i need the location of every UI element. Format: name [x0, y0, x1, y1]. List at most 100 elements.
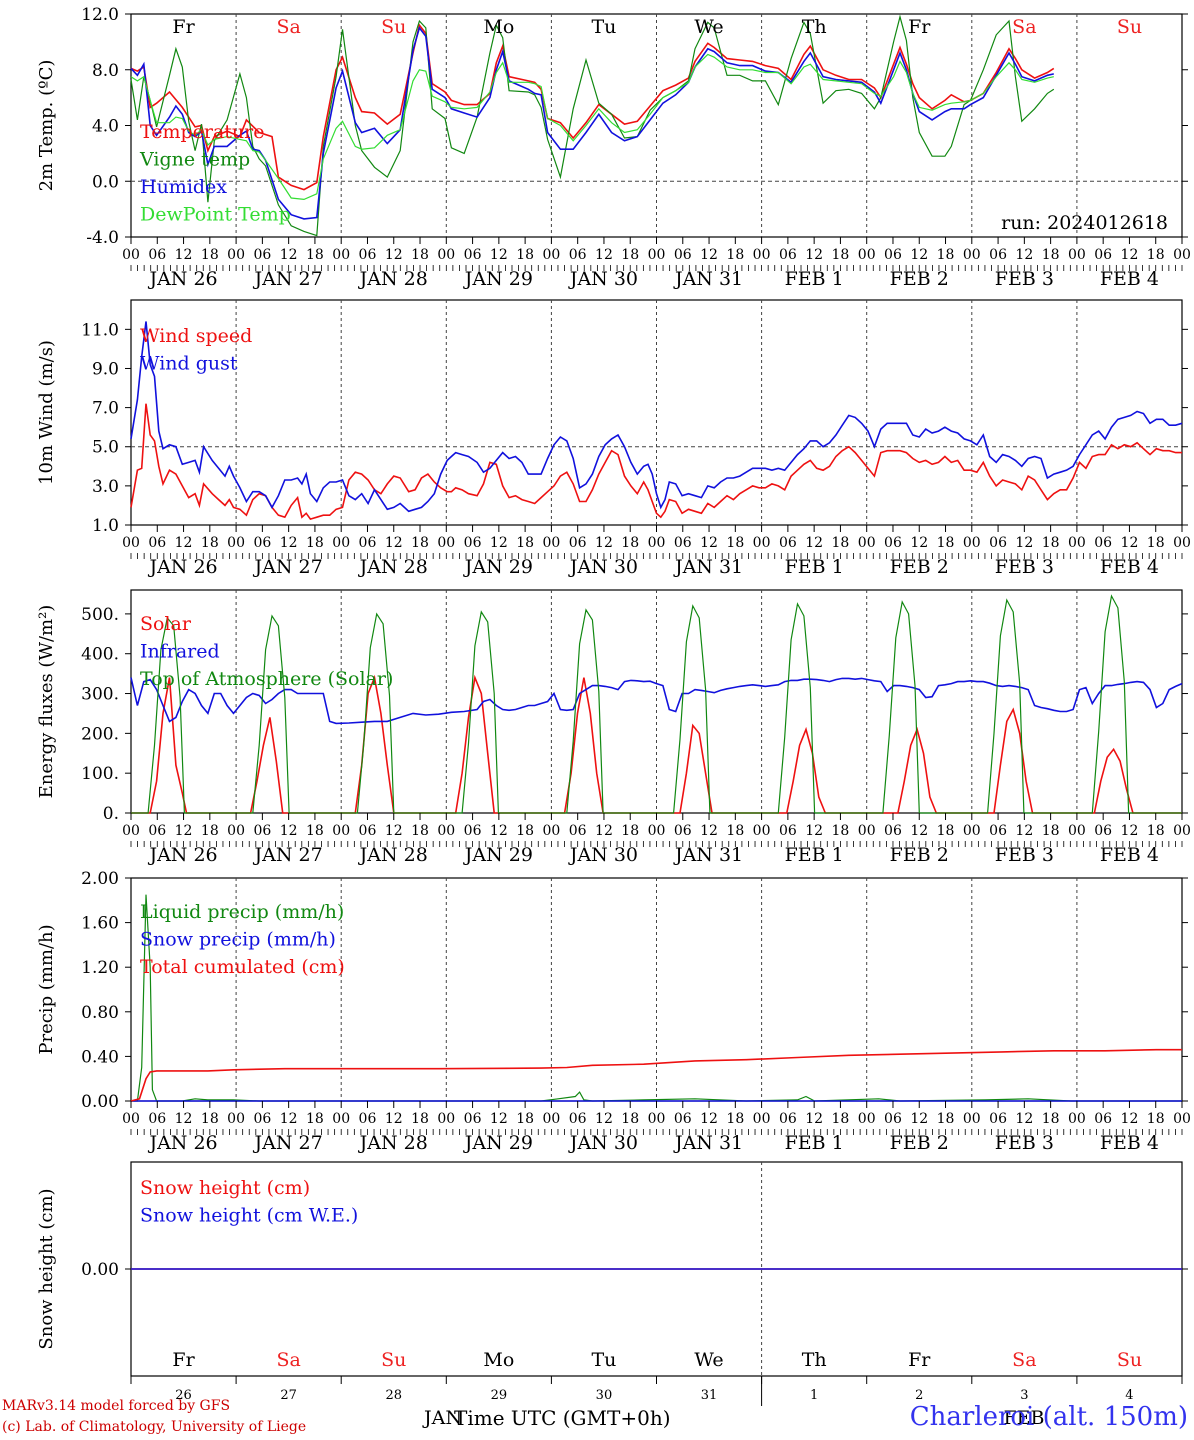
weekday-label: Mo: [483, 16, 514, 38]
chart-panel-3: [125, 589, 1188, 847]
x-tick-label: 18: [201, 535, 219, 551]
weekday-label: Sa: [1012, 16, 1036, 38]
x-tick-label: 18: [306, 823, 324, 839]
x-tick-label: 12: [700, 823, 718, 839]
x-tick-label: 06: [989, 823, 1007, 839]
x-tick-label: 00: [332, 1111, 350, 1127]
y-tick-label: 0.40: [81, 1047, 119, 1067]
x-tick-label: 18: [1147, 1111, 1165, 1127]
series-line-wind-gust: [130, 321, 1183, 513]
x-tick-label: 00: [963, 247, 981, 263]
x-tick-label: 00: [753, 535, 771, 551]
x-tick-label: 12: [595, 535, 613, 551]
x-tick-label: 06: [464, 247, 482, 263]
legend-entry: DewPoint Temp: [140, 204, 291, 226]
x-tick-label: 00: [122, 823, 140, 839]
x-tick-label: 00: [1068, 823, 1086, 839]
y-tick-label: 0.00: [81, 1092, 119, 1112]
x-tick-label: 00: [1173, 823, 1191, 839]
x-tick-label: 00: [227, 535, 245, 551]
y-tick-label: 1.0: [92, 516, 119, 536]
day-number: 27: [280, 1388, 297, 1403]
x-tick-label: 18: [726, 535, 744, 551]
x-tick-label: 06: [779, 1111, 797, 1127]
x-tick-label: 12: [595, 1111, 613, 1127]
x-tick-label: 06: [674, 247, 692, 263]
x-tick-label: 06: [884, 1111, 902, 1127]
x-tick-label: 12: [805, 1111, 823, 1127]
x-tick-label: 18: [1147, 247, 1165, 263]
x-tick-label: 18: [306, 1111, 324, 1127]
x-tick-label: 06: [779, 247, 797, 263]
x-tick-label: 18: [937, 535, 955, 551]
weekday-label: Fr: [908, 16, 931, 38]
x-tick-label: 18: [201, 823, 219, 839]
weekday-label: Fr: [172, 16, 195, 38]
x-tick-label: 00: [332, 247, 350, 263]
weekday-label: Fr: [908, 1349, 931, 1371]
day-number: 30: [596, 1388, 613, 1403]
y-tick-label: 500.: [81, 605, 119, 625]
day-number: 26: [175, 1388, 192, 1403]
x-tick-label: 18: [937, 1111, 955, 1127]
x-tick-label: 12: [280, 1111, 298, 1127]
x-tick-label: 06: [148, 823, 166, 839]
y-tick-label: 8.0: [92, 61, 119, 81]
x-tick-label: 00: [648, 1111, 666, 1127]
x-tick-label: 00: [437, 823, 455, 839]
date-label: FEB 4: [1100, 1132, 1159, 1154]
date-label: FEB 2: [890, 556, 949, 578]
legend-entry: Temperature: [140, 121, 264, 143]
x-tick-label: 18: [1042, 823, 1060, 839]
weekday-label: Su: [1117, 16, 1142, 38]
x-tick-label: 18: [621, 535, 639, 551]
legend-entry: Solar: [140, 613, 192, 635]
x-tick-label: 06: [779, 535, 797, 551]
run-label: run: 2024012618: [1001, 212, 1168, 234]
legend-entry: Infrared: [140, 641, 220, 663]
x-tick-label: 06: [253, 247, 271, 263]
x-tick-label: 18: [516, 535, 534, 551]
weekday-label: Mo: [483, 1349, 514, 1371]
x-tick-label: 00: [437, 247, 455, 263]
x-tick-label: 06: [884, 535, 902, 551]
date-label: JAN 26: [147, 1132, 217, 1154]
x-tick-label: 00: [1173, 247, 1191, 263]
date-label: FEB 2: [890, 268, 949, 290]
date-label: JAN 29: [463, 268, 533, 290]
chart-panel-4: [125, 877, 1188, 1135]
weekday-label: Sa: [276, 16, 300, 38]
x-tick-label: 06: [569, 823, 587, 839]
chart-panel-2: [125, 299, 1188, 559]
series-line-liquid-precip-mm-h-: [131, 894, 1182, 1102]
x-tick-label: 00: [542, 823, 560, 839]
y-axis-label: 2m Temp. (ºC): [36, 60, 57, 192]
x-tick-label: 18: [832, 1111, 850, 1127]
x-tick-label: 18: [726, 1111, 744, 1127]
date-label: FEB 3: [995, 268, 1054, 290]
x-tick-label: 12: [175, 247, 193, 263]
date-label: FEB 1: [785, 844, 844, 866]
x-tick-label: 06: [464, 1111, 482, 1127]
series-line-temperature: [130, 23, 1055, 191]
x-tick-label: 18: [1042, 1111, 1060, 1127]
lab-credit: (c) Lab. of Climatology, University of L…: [2, 1419, 307, 1435]
date-label: FEB 1: [785, 556, 844, 578]
weekday-label: Sa: [276, 1349, 300, 1371]
x-tick-label: 06: [674, 1111, 692, 1127]
y-tick-label: 0.00: [81, 1260, 119, 1280]
x-tick-label: 12: [385, 247, 403, 263]
x-tick-label: 12: [1121, 823, 1139, 839]
x-tick-label: 18: [411, 535, 429, 551]
date-label: JAN 28: [358, 268, 428, 290]
x-tick-label: 18: [621, 823, 639, 839]
x-tick-label: 06: [674, 823, 692, 839]
x-tick-label: 06: [253, 823, 271, 839]
legend-entry: Total cumulated (cm): [140, 956, 345, 978]
weekday-label: We: [694, 1349, 723, 1371]
weekday-label: Su: [381, 1349, 406, 1371]
day-number: 2: [915, 1388, 923, 1403]
x-tick-label: 12: [805, 535, 823, 551]
x-tick-label: 18: [1042, 247, 1060, 263]
date-label: JAN 26: [147, 268, 217, 290]
